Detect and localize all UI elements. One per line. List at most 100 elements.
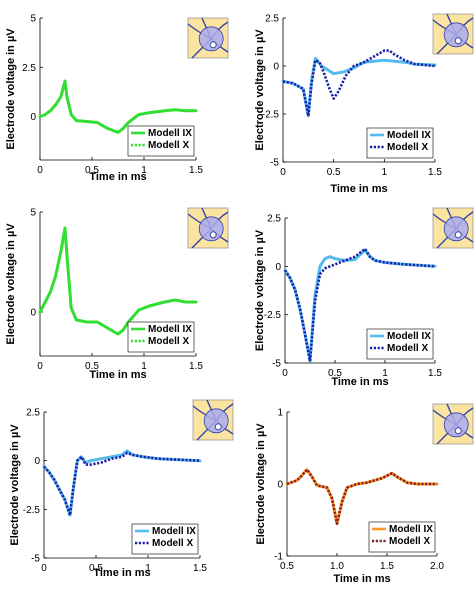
- legend-box: [127, 125, 195, 157]
- series-line-modell-x: [283, 247, 436, 363]
- soma-marker: [209, 41, 217, 49]
- legend-entry: Modell X: [387, 343, 428, 354]
- soma-marker: [454, 427, 462, 435]
- x-tick-label: 0.5: [89, 563, 103, 574]
- x-tick-label: 1.0: [330, 561, 344, 572]
- electrode-disc: [203, 408, 229, 434]
- y-tick-label: 2.5: [267, 214, 281, 225]
- legend-box: [131, 523, 199, 555]
- y-tick-label: 2.5: [265, 14, 279, 25]
- x-tick-label: 1.5: [193, 563, 207, 574]
- y-tick-label: 0: [30, 112, 36, 123]
- legend-entry: Modell IX: [387, 331, 431, 342]
- legend-entry: Modell X: [152, 538, 193, 549]
- series-line-modell-ix: [38, 79, 198, 134]
- electrode-disc: [198, 216, 224, 242]
- x-tick-label: 1: [382, 368, 388, 379]
- electrode-disc: [443, 216, 469, 242]
- neuron-inset-icon: [187, 17, 229, 59]
- chart-panel-6: 0.5 1.0 1.5 2.0 1 0 -1 Time in ms Electrode volt…: [255, 403, 474, 585]
- y-tick-label: 1: [277, 408, 283, 419]
- x-axis-label: Time in ms: [89, 171, 146, 183]
- soma-marker: [214, 423, 222, 431]
- y-tick-label: 0: [30, 308, 36, 319]
- legend-entry: Modell IX: [148, 324, 192, 335]
- x-axis-label: Time in ms: [93, 567, 150, 579]
- y-axis-label: Electrode voltage in µV: [9, 424, 21, 546]
- neuron-inset-icon: [432, 403, 474, 445]
- series-line-modell-x: [282, 49, 436, 118]
- x-axis-label: Time in ms: [331, 376, 388, 388]
- electrode-disc: [443, 22, 469, 48]
- y-tick-label: 2.5: [26, 408, 40, 419]
- x-axis-label: Time in ms: [89, 369, 146, 381]
- x-tick-label: 0.5: [85, 165, 99, 176]
- y-tick-label: 0: [34, 456, 40, 467]
- legend-entry: Modell X: [148, 336, 189, 347]
- x-tick-label: 1: [145, 563, 151, 574]
- series-line-modell-x: [39, 79, 196, 134]
- neuron-inset-icon: [432, 207, 474, 249]
- legend-box: [366, 328, 434, 360]
- x-axis-label: Time in ms: [330, 183, 387, 195]
- legend-box: [366, 127, 434, 159]
- y-tick-label: -2.5: [23, 505, 41, 516]
- x-tick-label: 0: [37, 165, 43, 176]
- x-tick-label: 0: [37, 361, 43, 372]
- series-line-modell-x: [43, 451, 201, 517]
- x-tick-label: 1.5: [428, 368, 442, 379]
- y-tick-label: 5: [30, 208, 36, 219]
- legend-entry: Modell IX: [389, 524, 433, 535]
- y-tick-label: -5: [31, 554, 40, 565]
- x-tick-label: 0: [41, 563, 47, 574]
- legend-box: [368, 521, 436, 553]
- chart-panel-3: 0 0.5 1 1.5 5 0 Time in ms Electrode voltage in…: [5, 207, 229, 381]
- legend-entry: Modell X: [389, 536, 430, 547]
- y-tick-label: -2.5: [264, 310, 282, 321]
- x-tick-label: 2.0: [430, 561, 444, 572]
- y-tick-label: -2.5: [262, 110, 280, 121]
- x-tick-label: 0.5: [327, 167, 341, 178]
- y-tick-label: 2.5: [22, 63, 36, 74]
- x-axis-label: Time in ms: [333, 573, 390, 585]
- soma-marker: [454, 231, 462, 239]
- chart-panel-1: 0 0.5 1 1.5 5 2.5 0 Time in ms Electrode voltage…: [5, 14, 229, 183]
- chart-panel-5: 0 0.5 1 1.5 2.5 0 -2.5 -5 Time in ms Electrode vo…: [9, 399, 234, 579]
- soma-marker: [209, 231, 217, 239]
- electrode-disc: [198, 26, 224, 52]
- neuron-inset-icon: [192, 399, 234, 441]
- series-line-modell-x: [286, 468, 437, 525]
- x-tick-label: 1: [141, 361, 147, 372]
- series-line-modell-x: [38, 226, 196, 336]
- legend-entry: Modell IX: [152, 526, 196, 537]
- legend-box: [127, 321, 195, 353]
- chart-panel-2: 0 0.5 1 1.5 2.5 0 -2.5 -5 Time in ms Electrode vo…: [254, 13, 474, 195]
- y-tick-label: 5: [30, 14, 36, 25]
- x-tick-label: 0.5: [280, 561, 294, 572]
- y-axis-label: Electrode voltage in µV: [255, 423, 267, 545]
- series-line-modell-ix: [281, 56, 437, 118]
- y-axis-label: Electrode voltage in µV: [5, 223, 17, 345]
- electrode-disc: [443, 412, 469, 438]
- x-tick-label: 1.5: [189, 361, 203, 372]
- x-tick-label: 0: [280, 167, 286, 178]
- y-axis-label: Electrode voltage in µV: [5, 28, 17, 150]
- y-tick-label: 0: [273, 62, 279, 73]
- y-axis-label: Electrode voltage in µV: [254, 229, 266, 351]
- legend-entry: Modell IX: [148, 128, 192, 139]
- y-tick-label: 0: [275, 262, 281, 273]
- legend-entry: Modell X: [148, 140, 189, 151]
- x-tick-label: 1: [141, 165, 147, 176]
- y-tick-label: -1: [274, 552, 283, 563]
- x-tick-label: 0.5: [85, 361, 99, 372]
- neuron-inset-icon: [432, 13, 474, 55]
- y-axis-label: Electrode voltage in µV: [254, 29, 266, 151]
- neuron-inset-icon: [187, 207, 229, 249]
- soma-marker: [454, 37, 462, 45]
